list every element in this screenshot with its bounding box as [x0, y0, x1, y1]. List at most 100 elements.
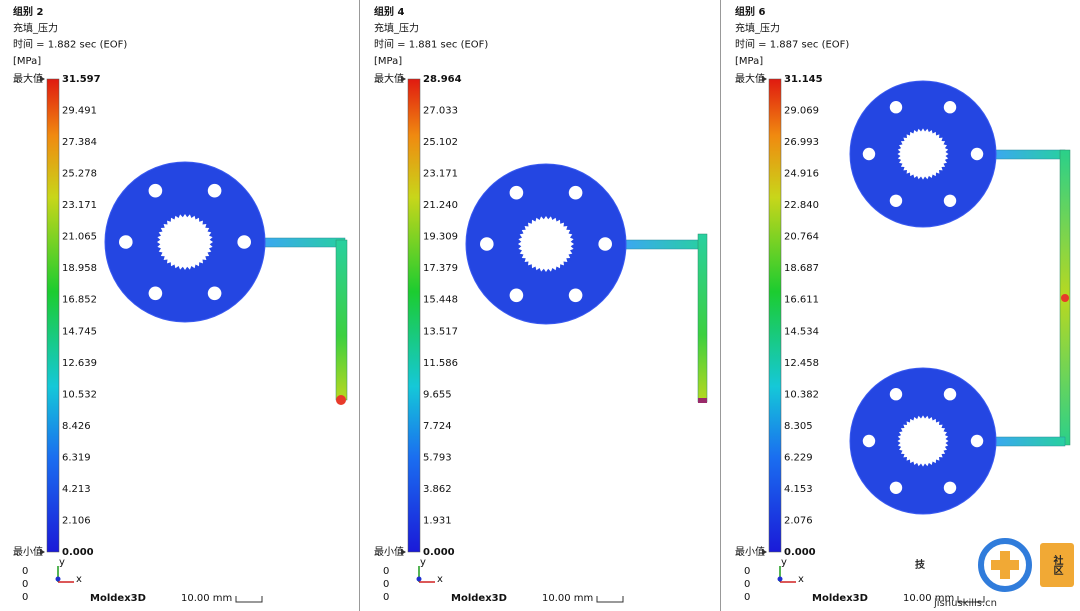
scale-bar-label: 10.00 mm — [903, 593, 954, 604]
marker — [40, 549, 45, 555]
gear-hole — [157, 214, 213, 270]
header-group: 组别 2 — [13, 5, 43, 18]
scale-tick-label: 4.213 — [62, 484, 91, 495]
scale-tick-label: 31.597 — [62, 74, 101, 85]
scale-tick-label: 29.491 — [62, 106, 97, 117]
scale-tick-label: 22.840 — [784, 200, 819, 211]
scale-tick-label: 4.153 — [784, 484, 813, 495]
min-label: 最小值 — [735, 545, 765, 558]
coordinate: 0 — [383, 566, 389, 577]
scale-tick-label: 3.862 — [423, 484, 452, 495]
axis-z — [55, 576, 61, 582]
scale-tick-label: 6.319 — [62, 452, 91, 463]
scale-tick-label: 2.106 — [62, 515, 91, 526]
gear-hole — [897, 128, 949, 180]
bolt-hole — [943, 481, 957, 494]
scale-tick-label: 29.069 — [784, 106, 819, 117]
marker — [762, 76, 767, 82]
color-bar — [768, 78, 782, 553]
watermark-ring — [978, 538, 1032, 592]
logo: Moldex3D — [812, 593, 868, 604]
part — [849, 367, 997, 515]
scale-tick-label: 27.033 — [423, 106, 458, 117]
scale-tick-label: 11.586 — [423, 358, 458, 369]
gear-hole — [897, 415, 949, 467]
scale-tick-label: 14.534 — [784, 326, 819, 337]
bolt-hole — [862, 434, 876, 448]
bolt-hole — [148, 286, 163, 301]
axis-z — [416, 576, 422, 582]
scale-tick-label: 10.382 — [784, 389, 819, 400]
scale-tick-label: 18.687 — [784, 263, 819, 274]
bolt-hole — [119, 235, 133, 249]
axis-label: x — [798, 574, 804, 585]
color-bar — [407, 78, 421, 553]
scale-tick-label: 7.724 — [423, 421, 452, 432]
bolt-hole — [568, 185, 583, 200]
scale-tick-label: 10.532 — [62, 389, 97, 400]
marker — [40, 76, 45, 82]
scale-tick-label: 8.305 — [784, 421, 813, 432]
bolt-hole — [889, 101, 903, 114]
scale-tick-label: 19.309 — [423, 232, 458, 243]
axis-z — [777, 576, 783, 582]
max-label: 最大值 — [735, 72, 765, 85]
scale-tick-label: 25.102 — [423, 137, 458, 148]
header-time: 时间 = 1.882 sec (EOF) — [13, 38, 127, 51]
axis-label: y — [420, 557, 426, 568]
header-unit: [MPa] — [735, 56, 763, 67]
scale-tick-label: 18.958 — [62, 263, 97, 274]
header-result: 充填_压力 — [374, 21, 419, 34]
bolt-hole — [943, 101, 957, 114]
scale-tick-label: 21.240 — [423, 200, 458, 211]
scale-tick-label: 31.145 — [784, 74, 823, 85]
coordinate: 0 — [383, 592, 389, 603]
header-result: 充填_压力 — [13, 21, 58, 34]
scale-tick-label: 15.448 — [423, 295, 458, 306]
axis-label: y — [781, 557, 787, 568]
coordinate: 0 — [22, 566, 28, 577]
coordinate: 0 — [744, 579, 750, 590]
coordinate: 0 — [744, 592, 750, 603]
logo: Moldex3D — [451, 593, 507, 604]
coordinate: 0 — [22, 592, 28, 603]
scale-tick-label: 8.426 — [62, 421, 91, 432]
max-label: 最大值 — [374, 72, 404, 85]
color-bar — [46, 78, 60, 553]
scale-tick-label: 12.639 — [62, 358, 97, 369]
header-time: 时间 = 1.887 sec (EOF) — [735, 38, 849, 51]
scale-tick-label: 23.171 — [62, 200, 97, 211]
bolt-hole — [970, 147, 984, 161]
scale-bar-label: 10.00 mm — [542, 593, 593, 604]
watermark-community: 社区 — [1051, 554, 1064, 575]
scale-tick-label: 0.000 — [423, 547, 455, 558]
scale-bar-label: 10.00 mm — [181, 593, 232, 604]
bolt-hole — [598, 237, 612, 251]
min-label: 最小值 — [374, 545, 404, 558]
axis-label: y — [59, 557, 65, 568]
header-group: 组别 6 — [735, 5, 765, 18]
bolt-hole — [889, 194, 903, 207]
scale-bar — [235, 596, 263, 603]
bolt-hole — [889, 388, 903, 401]
bolt-hole — [862, 147, 876, 161]
scale-tick-label: 12.458 — [784, 358, 819, 369]
gear-hole — [518, 216, 574, 272]
coordinate: 0 — [383, 579, 389, 590]
scale-tick-label: 0.000 — [62, 547, 94, 558]
bolt-hole — [889, 481, 903, 494]
axis-label: x — [76, 574, 82, 585]
header-unit: [MPa] — [374, 56, 402, 67]
scale-tick-label: 6.229 — [784, 452, 813, 463]
scale-tick-label: 28.964 — [423, 74, 462, 85]
part — [465, 163, 627, 325]
header-unit: [MPa] — [13, 56, 41, 67]
scale-tick-label: 27.384 — [62, 137, 97, 148]
scale-tick-label: 9.655 — [423, 389, 452, 400]
min-label: 最小值 — [13, 545, 43, 558]
scale-tick-label: 25.278 — [62, 169, 97, 180]
axis-label: x — [437, 574, 443, 585]
bolt-hole — [207, 286, 222, 301]
scale-bar — [596, 596, 624, 603]
